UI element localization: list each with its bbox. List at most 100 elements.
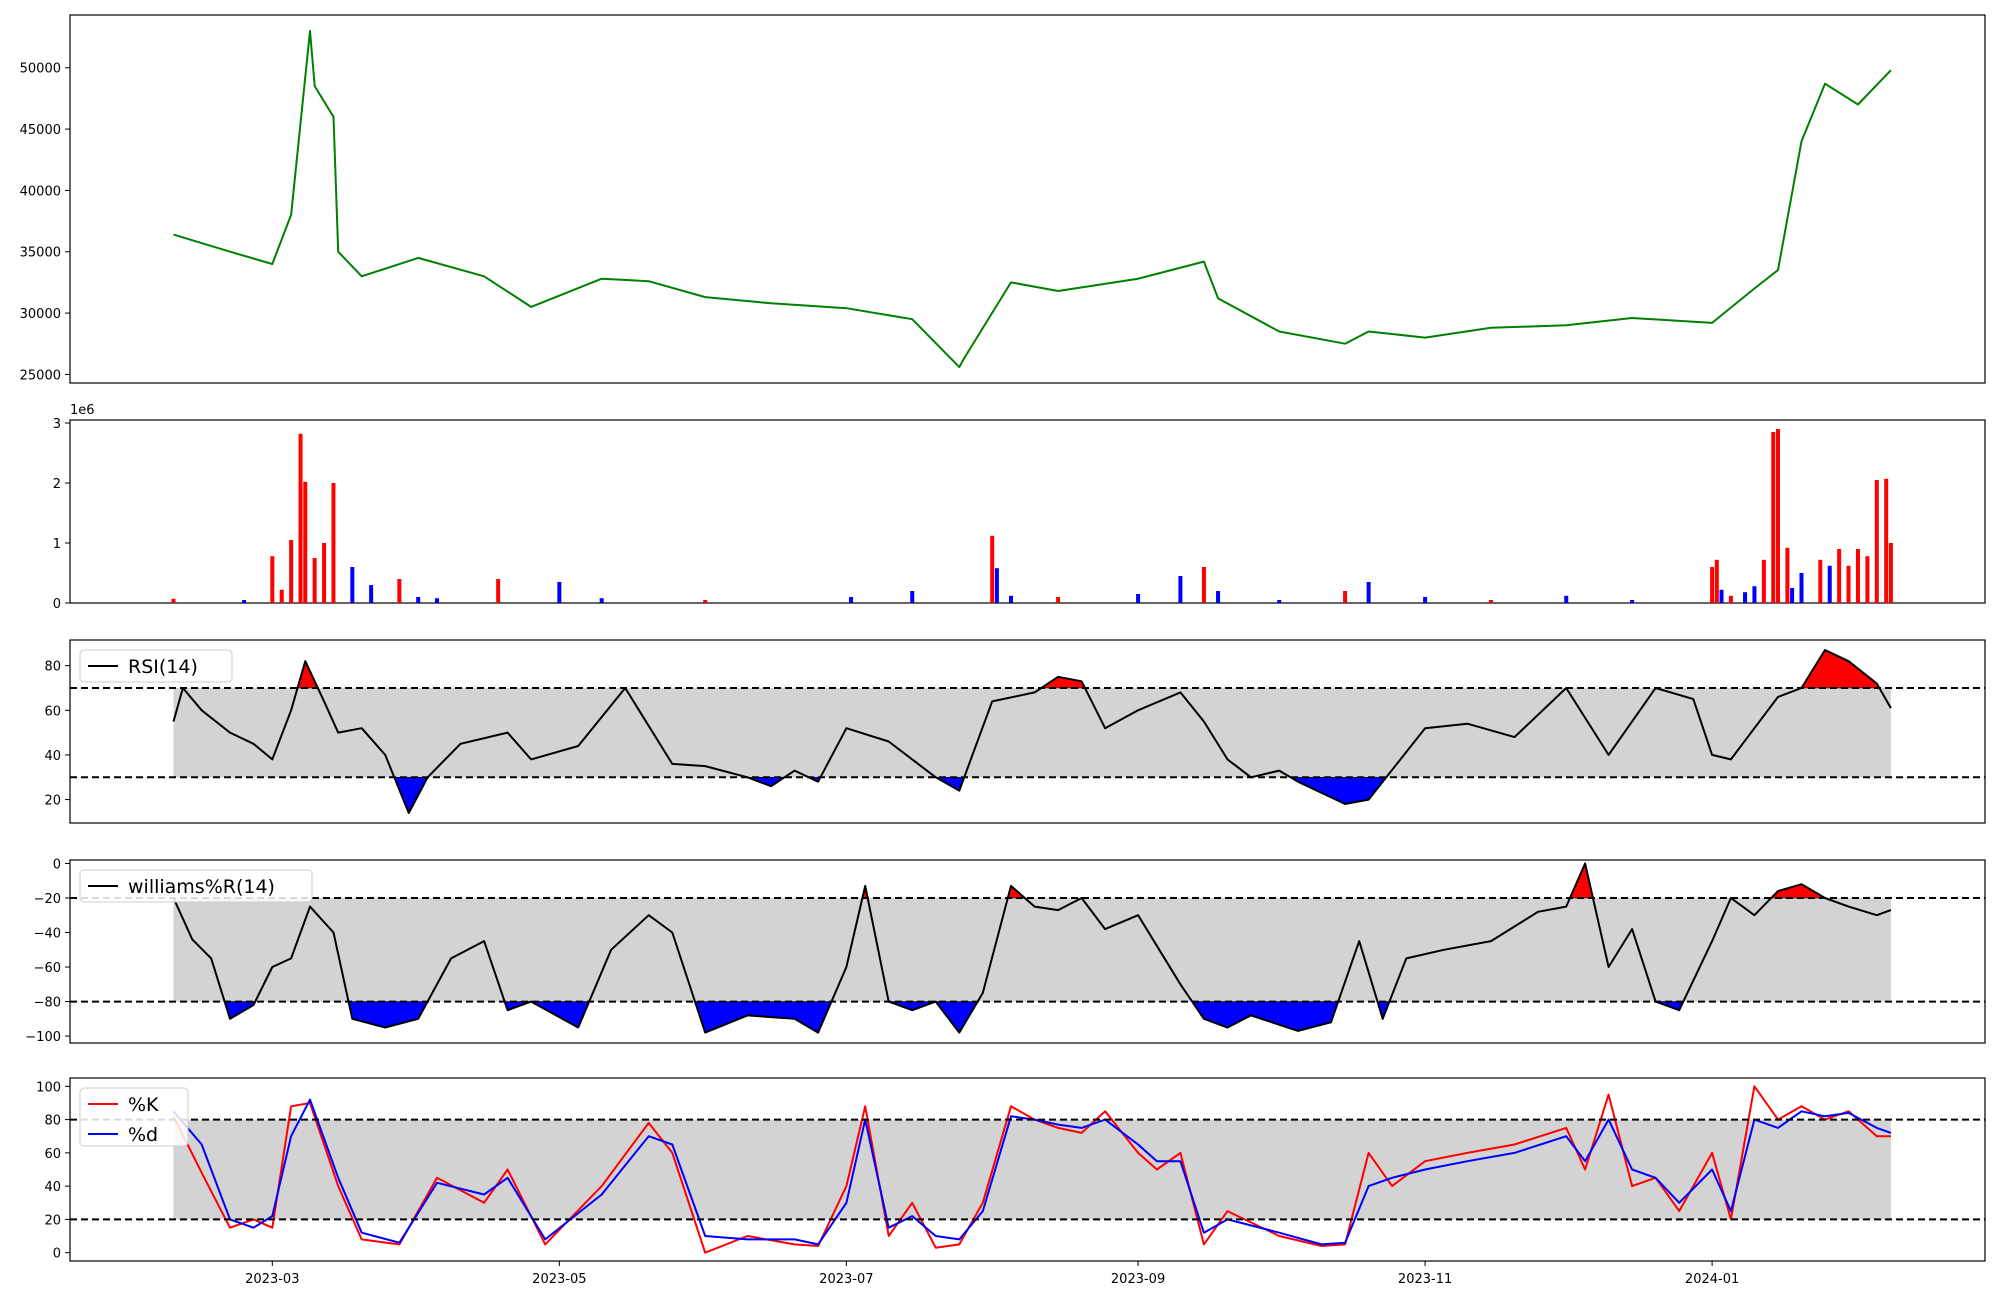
volume-bar	[1136, 594, 1141, 603]
volume-bar	[369, 585, 374, 603]
volume-bar	[322, 543, 327, 603]
volume-bar	[1785, 547, 1790, 603]
volume-bar	[1775, 429, 1780, 603]
axes-frame	[69, 639, 1986, 824]
y-tick-label: 2	[53, 477, 61, 492]
volume-bar	[1719, 589, 1724, 603]
volume-bar	[1277, 600, 1282, 603]
y-tick-label: 20	[44, 1213, 61, 1228]
x-tick-label: 2023-03	[245, 1272, 299, 1287]
volume-bar	[350, 567, 355, 603]
volume-bar	[990, 535, 995, 603]
volume-bar	[435, 598, 440, 603]
y-tick-label: 0	[53, 857, 61, 872]
volume-bar	[1818, 559, 1823, 603]
neutral-band	[173, 1119, 1891, 1220]
y-tick-label: 80	[44, 660, 61, 675]
x-tick-label: 2023-09	[1111, 1272, 1165, 1287]
williams-line	[172, 862, 1892, 1034]
axes-frame	[69, 859, 1986, 1044]
legend-box	[79, 649, 233, 683]
y-tick-label: 60	[44, 704, 61, 719]
volume-bar	[1874, 480, 1879, 603]
volume-bar	[1855, 549, 1860, 603]
volume-bar	[1865, 556, 1870, 603]
volume-bar	[242, 600, 247, 603]
neutral-band	[173, 897, 1891, 1002]
volume-bar	[1564, 595, 1569, 603]
volume-bar	[397, 579, 402, 603]
volume-bar	[171, 598, 176, 603]
legend-box	[79, 869, 313, 903]
volume-bar	[303, 481, 308, 603]
volume-bar	[270, 556, 275, 603]
oversold-fill	[348, 1001, 429, 1028]
y-tick-label: −40	[34, 927, 61, 942]
y-tick-label: 100	[36, 1080, 61, 1095]
volume-bar	[331, 483, 336, 603]
volume-bar	[1790, 588, 1795, 603]
legend-label: williams%R(14)	[128, 876, 275, 898]
volume-bar	[416, 597, 421, 603]
volume-bar	[1366, 582, 1371, 603]
volume-bar	[496, 579, 501, 603]
volume-bar	[557, 582, 562, 603]
volume-bar	[1056, 597, 1061, 603]
y-tick-label: 25000	[20, 368, 61, 383]
volume-bar	[1488, 600, 1493, 603]
legend-label: %K	[128, 1094, 159, 1116]
volume-bar	[1888, 543, 1893, 603]
y-tick-label: 60	[44, 1147, 61, 1162]
axes-frame	[69, 419, 1986, 604]
volume-bar	[1178, 576, 1183, 603]
x-tick-label: 2023-07	[819, 1272, 873, 1287]
neutral-band	[173, 687, 1891, 778]
y-tick-label: 0	[53, 1247, 61, 1262]
y-tick-label: 20	[44, 794, 61, 809]
volume-bar	[1837, 549, 1842, 603]
volume-bar	[1423, 597, 1428, 603]
y-tick-label: −100	[25, 1030, 61, 1045]
chart-layer: 25000 30000 35000 40000 45000 50000 0 1 2 3 1e6 20 4…	[20, 14, 1986, 1287]
volume-bar	[1884, 478, 1889, 603]
volume-bar	[599, 598, 604, 603]
y-tick-label: −80	[34, 996, 61, 1011]
volume-bar	[279, 589, 284, 603]
x-tick-label: 2024-01	[1685, 1272, 1739, 1287]
y-tick-label: 3	[53, 417, 61, 432]
volume-bar	[1771, 432, 1776, 603]
volume-bar	[1799, 573, 1804, 603]
legend-label: %d	[128, 1124, 158, 1146]
legend-box	[79, 1087, 189, 1147]
volume-bar	[1216, 591, 1221, 603]
rsi-line	[172, 649, 1892, 814]
x-tick-label: 2023-11	[1398, 1272, 1452, 1287]
y-scale-label: 1e6	[70, 403, 95, 418]
axes-frame	[69, 14, 1986, 384]
axes-frame	[69, 1077, 1986, 1262]
volume-bar	[1827, 565, 1832, 603]
price-line	[173, 29, 1892, 369]
volume-bar	[1743, 592, 1748, 603]
y-tick-label: 1	[53, 537, 61, 552]
volume-bar	[312, 558, 317, 603]
volume-bar	[1630, 600, 1635, 603]
y-tick-label: 30000	[20, 307, 61, 322]
y-tick-label: 35000	[20, 246, 61, 261]
y-tick-label: 40000	[20, 184, 61, 199]
volume-bar	[849, 597, 854, 603]
volume-bar	[910, 591, 915, 603]
volume-bar	[1761, 559, 1766, 603]
volume-bar	[994, 568, 999, 603]
stoch-d-line	[172, 1098, 1892, 1246]
volume-bar	[1728, 595, 1733, 603]
y-tick-label: −20	[34, 892, 61, 907]
volume-bar	[703, 600, 708, 603]
x-tick-label: 2023-05	[532, 1272, 586, 1287]
oversold-fill	[888, 1001, 936, 1011]
y-tick-label: 40	[44, 749, 61, 764]
y-tick-label: 45000	[20, 123, 61, 138]
volume-bar	[1009, 595, 1014, 603]
volume-bar	[298, 433, 303, 603]
